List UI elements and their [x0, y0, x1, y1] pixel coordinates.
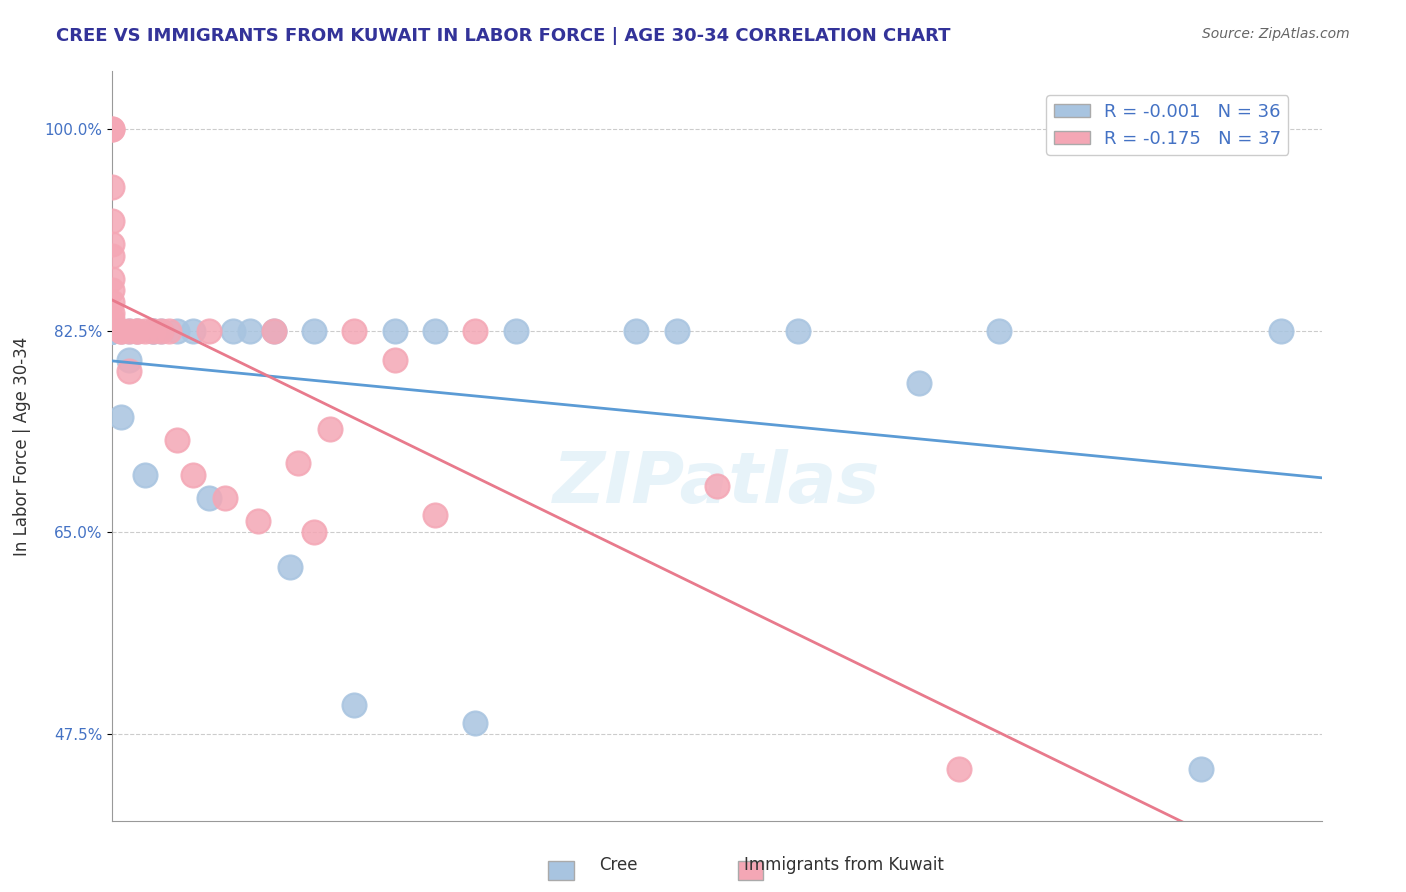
Point	[101, 324, 124, 338]
Point	[302, 324, 325, 338]
Point	[626, 324, 648, 338]
Point	[101, 214, 124, 228]
Point	[222, 324, 245, 338]
Point	[198, 491, 221, 505]
Point	[263, 324, 285, 338]
Point	[149, 324, 172, 338]
Point	[423, 508, 446, 523]
Point	[149, 324, 172, 338]
Point	[384, 324, 406, 338]
Legend: R = -0.001   N = 36, R = -0.175   N = 37: R = -0.001 N = 36, R = -0.175 N = 37	[1046, 95, 1288, 155]
Point	[101, 324, 124, 338]
Point	[343, 324, 366, 338]
Point	[166, 434, 188, 448]
Point	[384, 352, 406, 367]
Text: Immigrants from Kuwait: Immigrants from Kuwait	[744, 856, 943, 874]
Point	[110, 410, 132, 425]
Point	[319, 422, 342, 436]
Point	[101, 306, 124, 320]
Point	[988, 324, 1011, 338]
Point	[287, 456, 309, 470]
Point	[101, 237, 124, 252]
Point	[110, 324, 132, 338]
Y-axis label: In Labor Force | Age 30-34: In Labor Force | Age 30-34	[13, 336, 31, 556]
Point	[101, 324, 124, 338]
Point	[1270, 324, 1292, 338]
Point	[101, 324, 124, 338]
Point	[423, 324, 446, 338]
Point	[101, 324, 124, 338]
Point	[157, 324, 180, 338]
Point	[907, 376, 929, 390]
Point	[302, 525, 325, 540]
Point	[101, 312, 124, 326]
Point	[142, 324, 165, 338]
Text: Cree: Cree	[599, 856, 638, 874]
Point	[181, 467, 204, 482]
Point	[246, 514, 269, 528]
Point	[101, 284, 124, 298]
Point	[263, 324, 285, 338]
Point	[101, 324, 124, 338]
Point	[706, 479, 728, 493]
Point	[134, 324, 156, 338]
Point	[214, 491, 236, 505]
Text: CREE VS IMMIGRANTS FROM KUWAIT IN LABOR FORCE | AGE 30-34 CORRELATION CHART: CREE VS IMMIGRANTS FROM KUWAIT IN LABOR …	[56, 27, 950, 45]
Point	[101, 324, 124, 338]
Point	[278, 560, 301, 574]
Point	[110, 324, 132, 338]
Point	[125, 324, 148, 338]
Point	[665, 324, 688, 338]
Point	[948, 762, 970, 776]
Point	[101, 122, 124, 136]
Point	[101, 272, 124, 286]
Point	[117, 364, 139, 378]
Point	[101, 122, 124, 136]
Point	[238, 324, 260, 338]
Text: Source: ZipAtlas.com: Source: ZipAtlas.com	[1202, 27, 1350, 41]
Point	[464, 715, 486, 730]
Text: ZIPatlas: ZIPatlas	[554, 449, 880, 518]
Point	[125, 324, 148, 338]
Point	[125, 324, 148, 338]
Point	[117, 324, 139, 338]
Point	[117, 352, 139, 367]
Point	[142, 324, 165, 338]
Point	[343, 698, 366, 713]
Point	[786, 324, 808, 338]
Point	[101, 294, 124, 309]
Point	[505, 324, 527, 338]
Point	[117, 324, 139, 338]
Point	[101, 318, 124, 332]
Point	[1189, 762, 1212, 776]
Point	[110, 324, 132, 338]
Point	[464, 324, 486, 338]
Point	[134, 467, 156, 482]
Point	[101, 249, 124, 263]
Point	[166, 324, 188, 338]
Point	[198, 324, 221, 338]
Point	[101, 179, 124, 194]
Point	[142, 324, 165, 338]
Point	[181, 324, 204, 338]
